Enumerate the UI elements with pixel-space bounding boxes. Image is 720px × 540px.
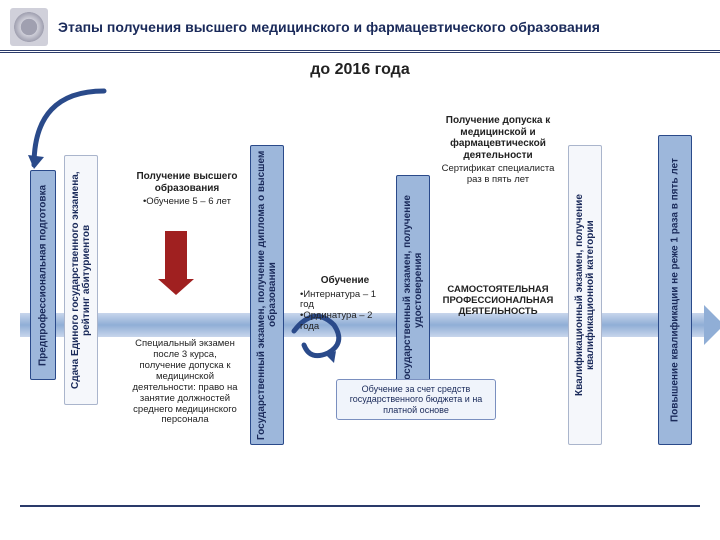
logo-emblem: [10, 8, 48, 46]
info-special-exam: Специальный экзамен после 3 курса, получ…: [130, 339, 240, 426]
stage-state-exam-cert: Государственный экзамен, получение удост…: [396, 175, 430, 405]
info-admission-body: Сертификат специалиста раз в пять лет: [438, 164, 558, 186]
info-higher-ed-title: Получение высшего образования: [132, 171, 242, 194]
stage-preprof: Предпрофессиональная подготовка: [30, 170, 56, 380]
stage-qualification-exam: Квалификационный экзамен, получение квал…: [568, 145, 602, 445]
stage-state-exam-diploma: Государственный экзамен, получение дипло…: [250, 145, 284, 445]
flow-diagram: Предпрофессиональная подготовка Сдача Ед…: [0, 85, 720, 515]
stage-qualification-upgrade: Повышение квалификации не реже 1 раза в …: [658, 135, 692, 445]
page-subtitle: до 2016 года: [0, 61, 720, 79]
header: Этапы получения высшего медицинского и ф…: [0, 0, 720, 53]
info-higher-ed: Получение высшего образования •Обучение …: [132, 171, 242, 208]
info-training-body: •Интернатура – 1 год •Ординатура – 2 год…: [300, 290, 390, 334]
info-higher-ed-body: •Обучение 5 – 6 лет: [132, 197, 242, 208]
info-training: Обучение •Интернатура – 1 год •Ординатур…: [300, 275, 390, 333]
page-title: Этапы получения высшего медицинского и ф…: [58, 19, 600, 35]
red-arrow-down-icon: [165, 231, 187, 281]
stage-unified-exam: Сдача Единого государственного экзамена,…: [64, 155, 98, 405]
callout-funding: Обучение за счет средств государственног…: [336, 379, 496, 420]
info-admission: Получение допуска к медицинской и фармац…: [438, 115, 558, 186]
footer-divider: [20, 505, 700, 507]
info-admission-title: Получение допуска к медицинской и фармац…: [438, 115, 558, 161]
info-training-title: Обучение: [300, 275, 390, 287]
info-independent-activity: САМОСТОЯТЕЛЬНАЯ ПРОФЕССИОНАЛЬНАЯ ДЕЯТЕЛЬ…: [438, 285, 558, 318]
